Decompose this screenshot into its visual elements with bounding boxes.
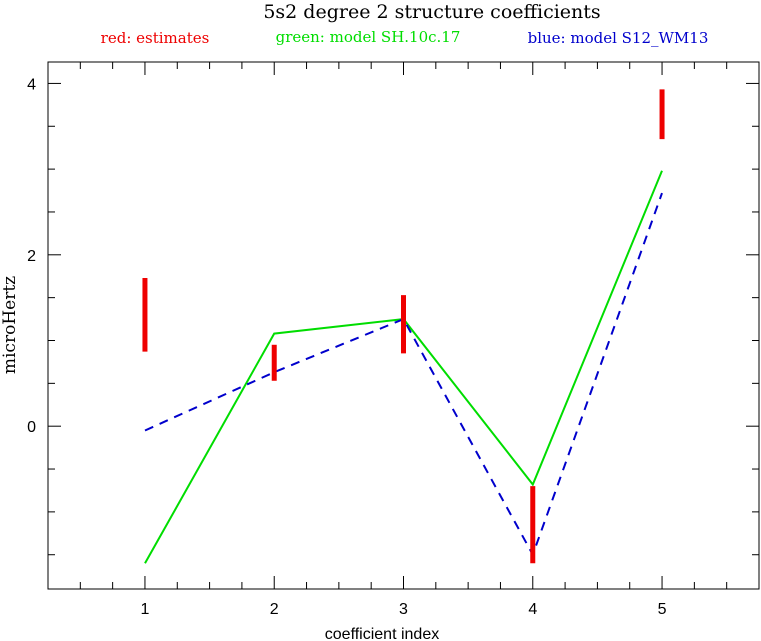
legend-s12wm13: blue: model S12_WM13 — [528, 29, 709, 47]
x-axis-label: coefficient index — [325, 626, 439, 641]
legend-estimates: red: estimates — [101, 29, 210, 47]
series-layer — [142, 89, 665, 564]
series-line-model-s12-wm13 — [144, 192, 663, 558]
x-tick-label: 5 — [658, 601, 667, 618]
axis-ticks — [47, 62, 760, 589]
x-tick-label: 4 — [528, 601, 537, 618]
x-tick-label: 1 — [141, 601, 150, 618]
legend-sh10c17: green: model SH.10c.17 — [276, 28, 461, 46]
y-tick-label: 0 — [27, 419, 36, 436]
series-line-model-sh-10c-17 — [144, 170, 663, 564]
y-tick-label: 4 — [27, 76, 36, 93]
y-tick-label: 2 — [27, 248, 36, 265]
y-axis-label: microHertz — [0, 276, 20, 374]
x-tick-label: 3 — [399, 601, 408, 618]
x-tick-label: 2 — [270, 601, 279, 618]
tick-labels: 1 2 3 4 5 0 2 4 — [27, 76, 666, 618]
chart-title: 5s2 degree 2 structure coefficients — [263, 1, 600, 23]
